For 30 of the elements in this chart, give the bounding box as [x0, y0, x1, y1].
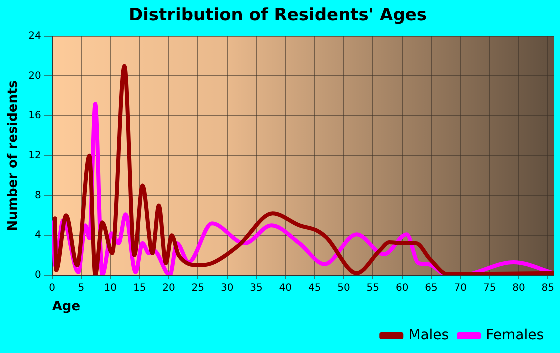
- x-tick-label: 50: [338, 282, 350, 294]
- x-tick-label: 35: [250, 282, 263, 294]
- x-tick-label: 25: [192, 282, 205, 294]
- x-tick-label: 15: [133, 282, 146, 294]
- y-axis-title: Number of residents: [6, 80, 22, 232]
- legend-label: Females: [486, 328, 544, 344]
- x-tick-label: 55: [366, 282, 380, 294]
- x-tick-label: 75: [483, 282, 496, 294]
- x-tick-label: 85: [542, 282, 555, 294]
- y-tick-label: 8: [34, 190, 42, 202]
- x-tick-label: 70: [454, 282, 468, 294]
- y-tick-label: 20: [28, 70, 42, 82]
- chart-title: Distribution of Residents' Ages: [128, 6, 428, 26]
- x-axis-title: Age: [52, 300, 81, 315]
- x-tick-label: 0: [49, 282, 56, 294]
- x-tick-label: 45: [308, 282, 322, 294]
- x-tick-label: 65: [425, 282, 438, 294]
- x-tick-label: 20: [162, 282, 176, 294]
- x-tick-label: 60: [396, 282, 409, 294]
- x-tick-label: 5: [78, 282, 85, 294]
- y-tick-label: 0: [34, 270, 42, 281]
- y-tick-label: 12: [28, 150, 42, 162]
- x-tick-label: 30: [220, 282, 234, 294]
- x-tick-label: 40: [279, 282, 292, 294]
- x-tick-label: 80: [512, 282, 526, 294]
- y-tick-label: 24: [28, 30, 42, 42]
- legend-label: Males: [408, 328, 450, 344]
- y-tick-label: 16: [28, 110, 42, 122]
- y-tick-label: 4: [34, 230, 42, 242]
- x-tick-label: 10: [104, 282, 118, 294]
